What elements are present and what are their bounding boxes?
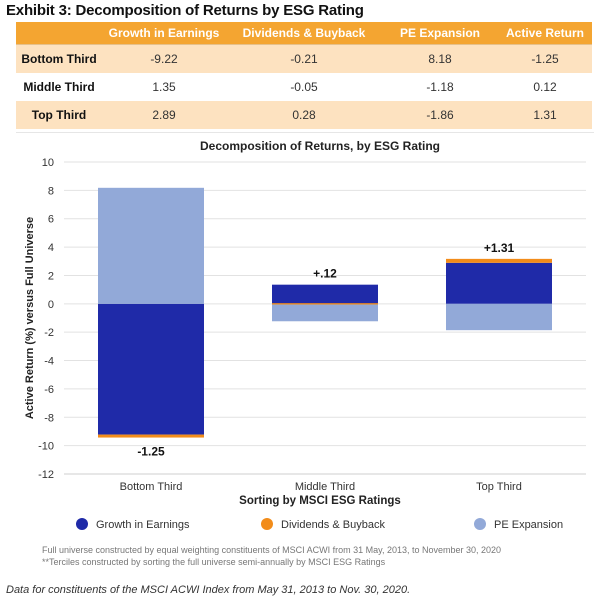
table-cell: -1.25 <box>498 44 592 73</box>
y-tick-label: 8 <box>48 185 54 197</box>
table-cell: 1.31 <box>498 101 592 129</box>
legend-label: Dividends & Buyback <box>281 519 385 531</box>
y-tick-label: -2 <box>44 327 54 339</box>
x-tick-label: Middle Third <box>295 481 355 493</box>
table-cell: -1.18 <box>426 80 454 94</box>
table-cell: -9.22 <box>102 44 226 73</box>
y-axis-label: Active Return (%) versus Full Universe <box>24 217 36 419</box>
legend-label: PE Expansion <box>494 519 563 531</box>
bar-segment <box>98 434 204 438</box>
bar-segment <box>98 187 204 304</box>
table-cell: -0.21 <box>226 44 382 73</box>
exhibit-title: Exhibit 3: Decomposition of Returns by E… <box>6 2 364 19</box>
bar-segment <box>446 303 552 331</box>
bar-segment <box>272 304 378 322</box>
table-cell: 2.89 <box>102 101 226 129</box>
y-tick-label: 0 <box>48 299 54 311</box>
table-header-dividends: Dividends & Buyback <box>226 22 382 45</box>
y-tick-label: -10 <box>38 441 54 453</box>
bar-segment <box>272 303 378 306</box>
table-cell: -1.86 <box>382 101 498 129</box>
x-tick-label: Top Third <box>476 481 522 493</box>
chart-container: Decomposition of Returns, by ESG Rating 1… <box>16 132 594 571</box>
returns-table: Growth in Earnings Dividends & Buyback P… <box>16 22 592 129</box>
y-tick-label: 4 <box>48 242 54 254</box>
table-row: Middle Third 1.35 -0.05 -1.18 0.12 <box>16 73 592 101</box>
total-label: -1.25 <box>137 445 165 459</box>
chart-note: Full universe constructed by equal weigh… <box>42 545 501 555</box>
table-header-empty <box>16 22 102 45</box>
total-label: +.12 <box>313 267 337 281</box>
y-tick-label: 6 <box>48 214 54 226</box>
table-cell: 8.18 <box>382 44 498 73</box>
x-tick-label: Bottom Third <box>120 481 183 493</box>
y-tick-label: 10 <box>42 157 54 169</box>
table-cell: 1.35 <box>152 80 176 94</box>
table-cell: -0.05 <box>290 80 318 94</box>
table-row: Bottom Third -9.22 -0.21 8.18 -1.25 <box>16 44 592 73</box>
table-header-growth: Growth in Earnings <box>102 22 226 45</box>
bar-segment <box>446 258 552 263</box>
bar-segment <box>98 303 204 435</box>
y-tick-label: -12 <box>38 469 54 481</box>
total-label: +1.31 <box>484 241 515 255</box>
legend-swatch <box>76 518 88 530</box>
row-label: Bottom Third <box>16 44 102 73</box>
bar-segment <box>272 284 378 304</box>
row-label: Top Third <box>16 101 102 129</box>
x-axis-label: Sorting by MSCI ESG Ratings <box>239 495 401 507</box>
bar-segment <box>446 262 552 304</box>
table-cell: 0.12 <box>533 80 557 94</box>
y-tick-label: -4 <box>44 356 54 368</box>
y-tick-label: -6 <box>44 384 54 396</box>
legend-swatch <box>261 518 273 530</box>
y-tick-label: -8 <box>44 412 54 424</box>
row-label: Middle Third <box>23 80 95 94</box>
chart-svg: Decomposition of Returns, by ESG Rating 1… <box>24 139 586 567</box>
table-row: Top Third 2.89 0.28 -1.86 1.31 <box>16 101 592 129</box>
table-header-pe: PE Expansion <box>382 22 498 45</box>
legend-swatch <box>474 518 486 530</box>
legend-label: Growth in Earnings <box>96 519 190 531</box>
table-cell: 0.28 <box>226 101 382 129</box>
data-footnote: Data for constituents of the MSCI ACWI I… <box>6 584 411 596</box>
table-header-active: Active Return <box>498 22 592 45</box>
chart-title: Decomposition of Returns, by ESG Rating <box>200 139 440 153</box>
table-header-row: Growth in Earnings Dividends & Buyback P… <box>16 22 592 45</box>
chart-note: **Terciles constructed by sorting the fu… <box>42 557 386 567</box>
y-tick-label: 2 <box>48 270 54 282</box>
